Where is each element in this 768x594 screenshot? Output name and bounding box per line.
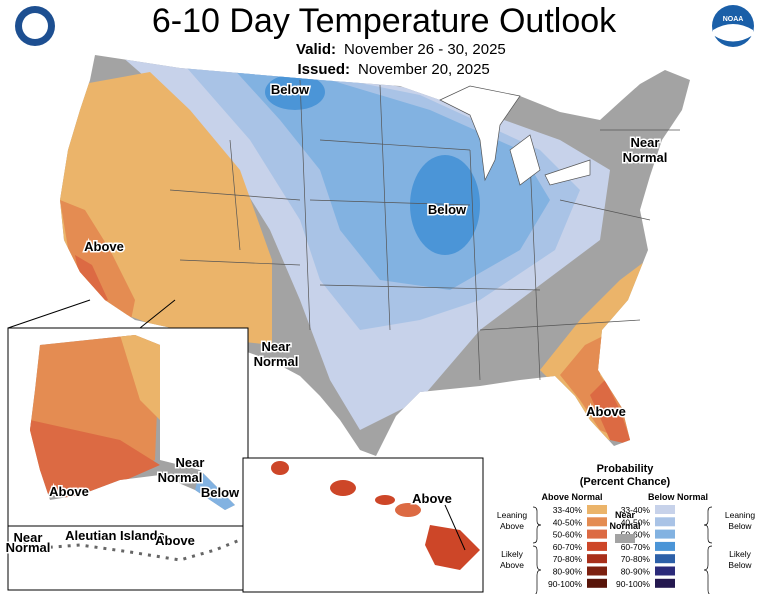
- legend-swatch: [655, 566, 675, 576]
- legend-group: Above: [500, 560, 524, 570]
- region-label: Aleutian Islands: [65, 528, 165, 543]
- near-label: Normal: [609, 521, 640, 531]
- legend-swatch: [587, 505, 607, 514]
- legend-range: 80-90%: [553, 567, 583, 577]
- legend-group: Leaning: [497, 510, 528, 520]
- near-label: Near: [615, 510, 636, 520]
- region-label: Near: [631, 135, 660, 150]
- region-label: Above: [586, 404, 626, 419]
- valid-label: Valid:: [296, 41, 336, 58]
- region-label: Below: [271, 82, 310, 97]
- issued-label: Issued:: [297, 61, 350, 78]
- legend-range: 80-90%: [621, 567, 651, 577]
- title: 6-10 Day Temperature Outlook: [152, 2, 617, 40]
- legend-range: 40-50%: [621, 517, 651, 527]
- legend-group: Likely: [501, 549, 523, 559]
- legend-swatch: [655, 529, 675, 539]
- legend-swatch: [587, 578, 607, 588]
- legend-range: 40-50%: [553, 517, 583, 527]
- legend-range: 60-70%: [553, 542, 583, 552]
- legend-swatch: [587, 566, 607, 576]
- legend-swatch: [655, 517, 675, 527]
- legend-range: 33-40%: [553, 505, 583, 515]
- legend-group: Below: [728, 521, 752, 531]
- legend-title: Probability: [597, 463, 655, 475]
- legend-group: Below: [728, 560, 752, 570]
- legend-swatch: [587, 554, 607, 564]
- legend-group: Likely: [729, 549, 751, 559]
- legend-group: Above: [500, 521, 524, 531]
- region-label: Normal: [254, 354, 299, 369]
- region-label: Below: [428, 202, 467, 217]
- legend-range: 90-100%: [548, 579, 582, 589]
- legend-range: 33-40%: [621, 505, 651, 515]
- region-label: Normal: [6, 540, 51, 555]
- legend-range: 50-60%: [553, 530, 583, 540]
- legend-swatch: [655, 578, 675, 588]
- region-label: Above: [155, 533, 195, 548]
- legend-swatch: [587, 541, 607, 551]
- issued-date: November 20, 2025: [358, 61, 490, 78]
- legend-subtitle: (Percent Chance): [580, 476, 671, 488]
- region-label: Near: [14, 530, 43, 545]
- legend-swatch: [587, 517, 607, 527]
- below-header: Below Normal: [648, 492, 708, 502]
- above-header: Above Normal: [541, 492, 602, 502]
- legend-range: 70-80%: [553, 554, 583, 564]
- legend-range: 90-100%: [616, 579, 650, 589]
- conus: [60, 55, 690, 456]
- region-label: Below: [201, 485, 240, 500]
- legend-group: Leaning: [725, 510, 756, 520]
- region-label: Normal: [623, 150, 668, 165]
- legend-swatch: [655, 554, 675, 564]
- region-label: Above: [412, 491, 452, 506]
- region-label: Above: [84, 239, 124, 254]
- legend-swatch: [615, 534, 635, 543]
- region-label: Above: [49, 484, 89, 499]
- region-label: Normal: [158, 470, 203, 485]
- region-label: Near: [176, 455, 205, 470]
- valid-dates: November 26 - 30, 2025: [344, 41, 506, 58]
- hawaii-inset: [242, 457, 484, 593]
- legend-range: 50-60%: [621, 530, 651, 540]
- noaa-text: NOAA: [723, 16, 744, 23]
- alaska-inset: [7, 299, 249, 591]
- region-label: Near: [262, 339, 291, 354]
- legend-range: 60-70%: [621, 542, 651, 552]
- legend-range: 70-80%: [621, 554, 651, 564]
- legend-swatch: [655, 541, 675, 551]
- legend-swatch: [587, 529, 607, 539]
- legend-swatch: [655, 505, 675, 514]
